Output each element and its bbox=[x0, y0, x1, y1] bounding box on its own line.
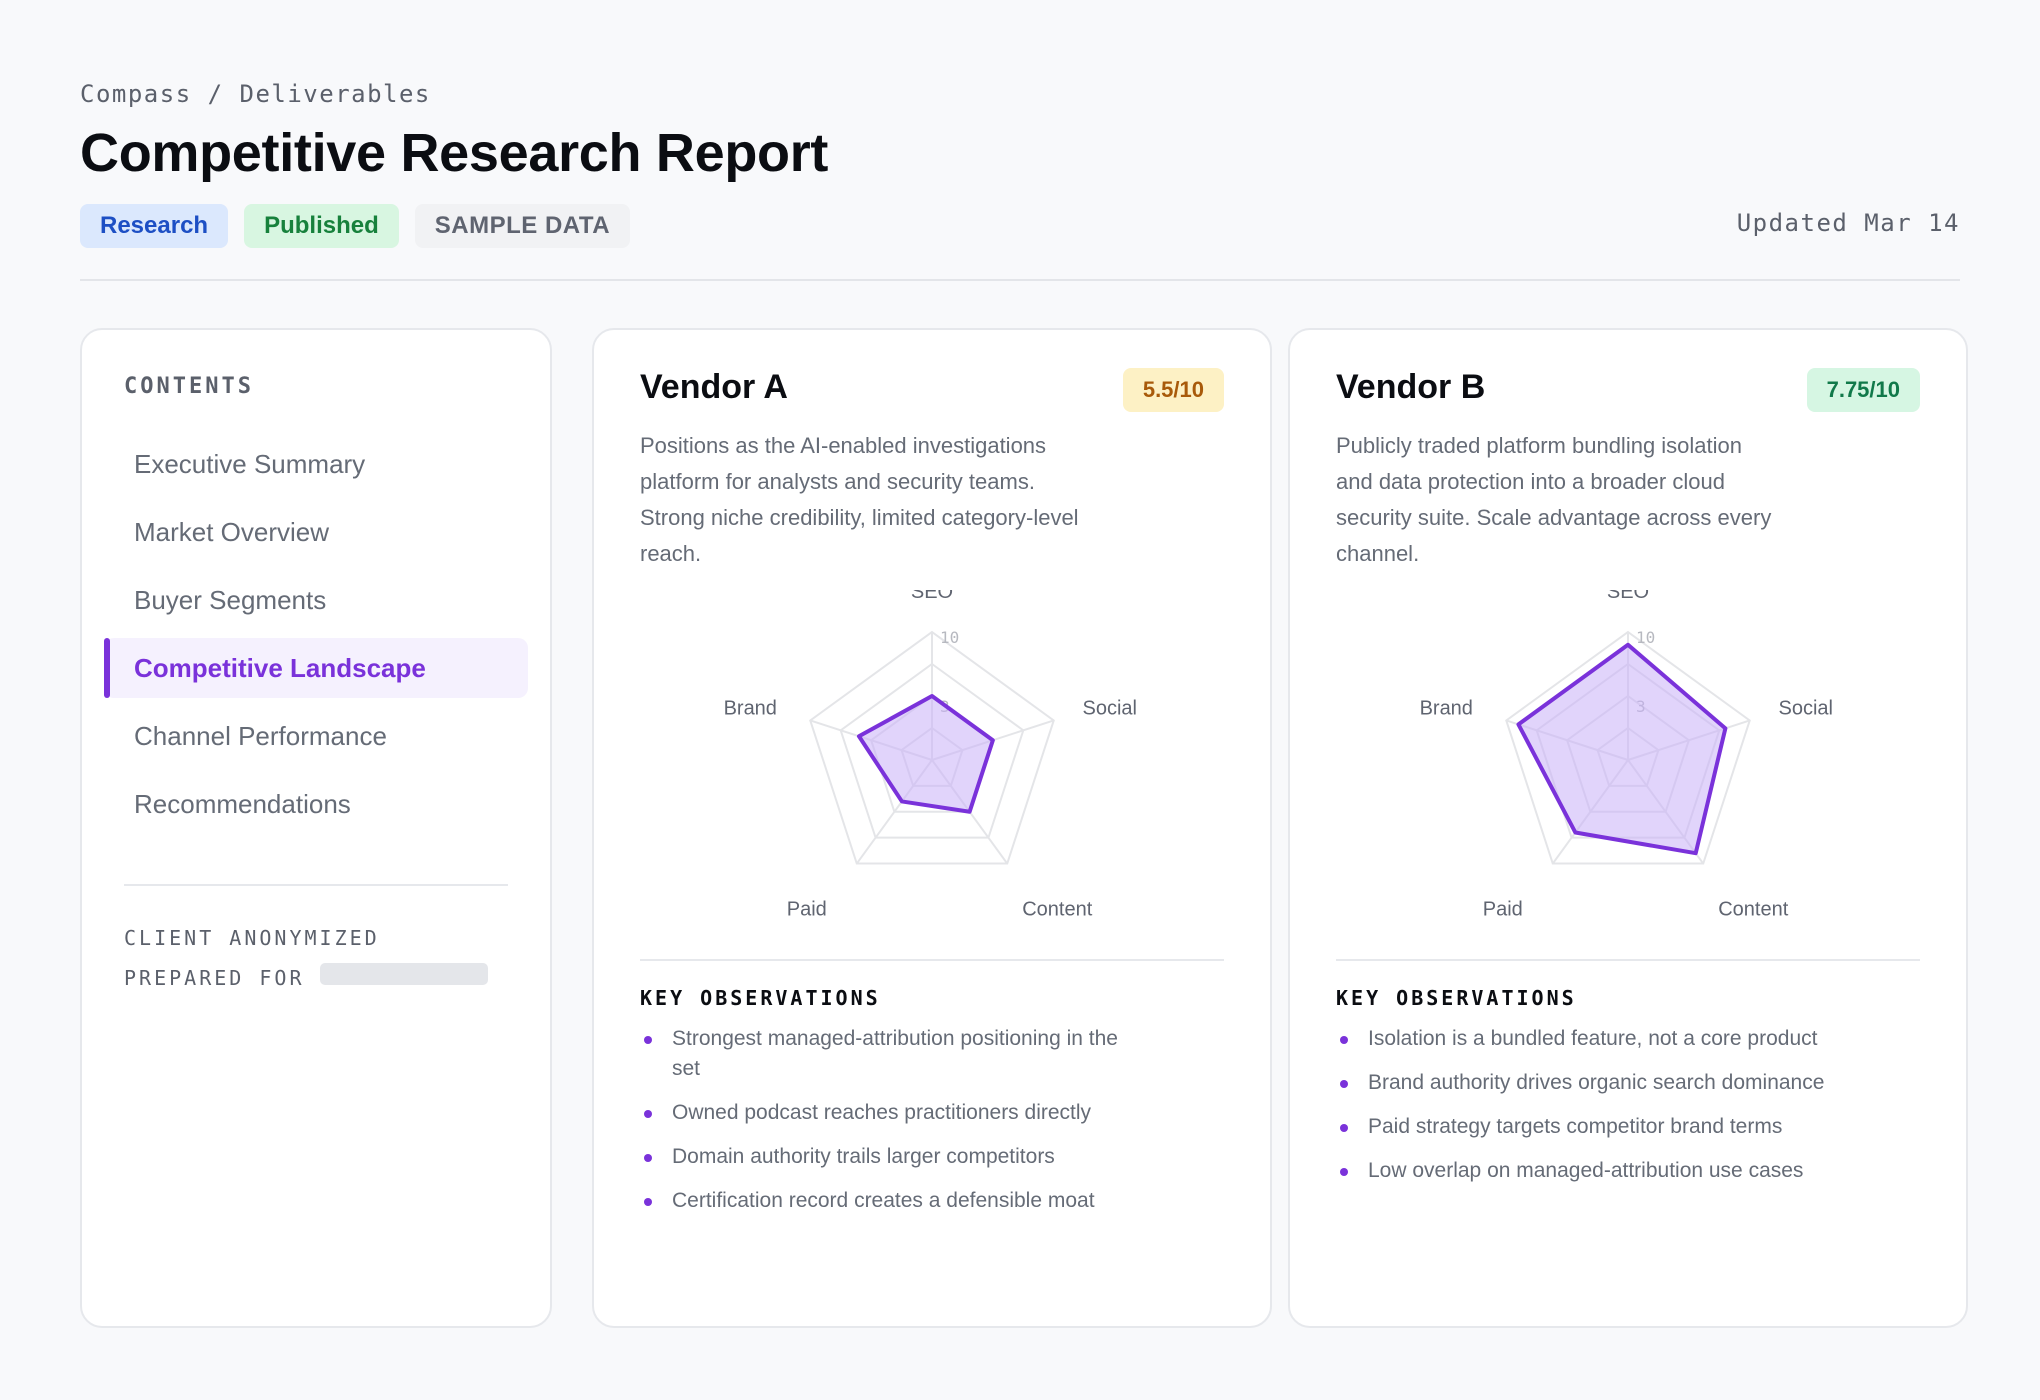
radar-axis-label: Social bbox=[1082, 697, 1136, 719]
bullet-dot bbox=[644, 1110, 652, 1118]
radar-axis-label: SEO bbox=[1607, 590, 1649, 603]
contents-panel: CONTENTS Executive Summary Market Overvi… bbox=[80, 328, 552, 1328]
prepared-for-label: PREPARED FOR bbox=[124, 966, 305, 990]
observation-text: Strongest managed-attribution positionin… bbox=[672, 1027, 1118, 1080]
observations-list: Strongest managed-attribution positionin… bbox=[640, 1024, 1140, 1230]
observation-item: Certification record creates a defensibl… bbox=[640, 1186, 1140, 1216]
toc-item-recommendations[interactable]: Recommendations bbox=[134, 788, 351, 819]
observation-text: Low overlap on managed-attribution use c… bbox=[1368, 1159, 1804, 1182]
bullet-dot bbox=[1340, 1080, 1348, 1088]
updated-timestamp: Updated Mar 14 bbox=[1736, 209, 1960, 237]
observation-text: Isolation is a bundled feature, not a co… bbox=[1368, 1027, 1818, 1050]
radar-data-area bbox=[856, 694, 995, 814]
toc-item-market-overview[interactable]: Market Overview bbox=[134, 516, 330, 547]
tag-row: Research Published SAMPLE DATA bbox=[80, 204, 631, 248]
radar-svg: 103SEOSocialContentPaidBrand bbox=[724, 590, 1137, 921]
observation-text: Domain authority trails larger competito… bbox=[672, 1145, 1055, 1168]
key-observations-heading: KEY OBSERVATIONS bbox=[1336, 986, 1577, 1010]
sample-data-badge: SAMPLE DATA bbox=[414, 204, 631, 248]
observation-text: Owned podcast reaches practitioners dire… bbox=[672, 1101, 1092, 1124]
card-divider bbox=[640, 959, 1224, 961]
breadcrumb[interactable]: Compass / Deliverables bbox=[80, 80, 431, 108]
observation-text: Paid strategy targets competitor brand t… bbox=[1368, 1115, 1783, 1138]
toc-item-buyer-segments[interactable]: Buyer Segments bbox=[134, 584, 327, 615]
contents-list: Executive Summary Market Overview Buyer … bbox=[104, 434, 528, 842]
observation-item: Paid strategy targets competitor brand t… bbox=[1336, 1112, 1836, 1142]
bullet-dot bbox=[644, 1198, 652, 1206]
client-anonymized-note: CLIENT ANONYMIZED bbox=[124, 926, 380, 950]
observation-item: Isolation is a bundled feature, not a co… bbox=[1336, 1024, 1836, 1054]
radar-axis-label: Brand bbox=[1420, 697, 1473, 719]
toc-item-channel-performance[interactable]: Channel Performance bbox=[134, 720, 387, 751]
radar-axis-label: Content bbox=[1718, 899, 1788, 921]
observation-item: Strongest managed-attribution positionin… bbox=[640, 1024, 1140, 1084]
radar-grid-ring bbox=[1505, 630, 1751, 865]
radar-tick-label: 10 bbox=[1636, 628, 1655, 647]
vendor-name: Vendor B bbox=[1336, 368, 1486, 406]
contents-divider bbox=[124, 884, 508, 886]
header-divider bbox=[80, 279, 1960, 281]
redacted-client-name bbox=[320, 963, 488, 985]
observation-item: Domain authority trails larger competito… bbox=[640, 1142, 1140, 1172]
key-observations-heading: KEY OBSERVATIONS bbox=[640, 986, 881, 1010]
contents-heading: CONTENTS bbox=[124, 374, 254, 399]
bullet-dot bbox=[1340, 1168, 1348, 1176]
toc-item-competitive-landscape[interactable]: Competitive Landscape bbox=[104, 638, 528, 698]
observations-list: Isolation is a bundled feature, not a co… bbox=[1336, 1024, 1836, 1200]
vendor-description: Positions as the AI-enabled investigatio… bbox=[640, 433, 1079, 566]
radar-chart: 103SEOSocialContentPaidBrand bbox=[640, 590, 1226, 1270]
observation-text: Brand authority drives organic search do… bbox=[1368, 1071, 1825, 1094]
observation-item: Low overlap on managed-attribution use c… bbox=[1336, 1156, 1836, 1186]
page-title: Competitive Research Report bbox=[80, 123, 829, 183]
radar-axis-label: Paid bbox=[1483, 899, 1523, 921]
radar-axis-label: Paid bbox=[787, 899, 827, 921]
vendor-a-card: Vendor A 5.5/10 Positions as the AI-enab… bbox=[592, 328, 1272, 1328]
radar-grid-ring bbox=[809, 630, 1055, 865]
radar-svg: 103SEOSocialContentPaidBrand bbox=[1420, 590, 1833, 921]
radar-axis-label: Content bbox=[1022, 899, 1092, 921]
vendor-b-card: Vendor B 7.75/10 Publicly traded platfor… bbox=[1288, 328, 1968, 1328]
bullet-dot bbox=[644, 1036, 652, 1044]
radar-axis-label: SEO bbox=[911, 590, 953, 603]
radar-grid-ring bbox=[839, 662, 1025, 839]
radar-chart: 103SEOSocialContentPaidBrand bbox=[1336, 590, 1922, 1270]
bullet-dot bbox=[1340, 1124, 1348, 1132]
research-tag: Research bbox=[80, 204, 229, 248]
radar-tick-label: 10 bbox=[940, 628, 959, 647]
vendor-score-badge: 7.75/10 bbox=[1806, 368, 1920, 412]
vendor-name: Vendor A bbox=[640, 368, 788, 406]
card-divider bbox=[1336, 959, 1920, 961]
bullet-dot bbox=[1340, 1036, 1348, 1044]
radar-axis-label: Brand bbox=[724, 697, 777, 719]
observation-item: Owned podcast reaches practitioners dire… bbox=[640, 1098, 1140, 1128]
vendor-score-badge: 5.5/10 bbox=[1122, 368, 1224, 412]
published-status-badge: Published bbox=[244, 204, 399, 248]
toc-item-executive-summary[interactable]: Executive Summary bbox=[134, 448, 366, 479]
vendor-description: Publicly traded platform bundling isolat… bbox=[1336, 433, 1772, 566]
observation-text: Certification record creates a defensibl… bbox=[672, 1189, 1095, 1212]
bullet-dot bbox=[644, 1154, 652, 1162]
observation-item: Brand authority drives organic search do… bbox=[1336, 1068, 1836, 1098]
radar-axis-label: Social bbox=[1778, 697, 1832, 719]
radar-data-area bbox=[1516, 642, 1728, 856]
